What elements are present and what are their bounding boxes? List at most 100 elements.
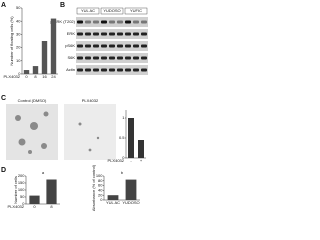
x-axis-label: PLX4032 <box>8 204 25 209</box>
y-tick-label: 150 <box>18 180 25 185</box>
blot-band <box>109 20 115 24</box>
y-tick-label: 100 <box>18 187 25 192</box>
blot-header <box>124 7 148 15</box>
x-tick-label: 8 <box>34 74 37 79</box>
blot-column-label: YUFIC <box>130 8 142 13</box>
colony-image <box>64 104 116 160</box>
blot-band <box>133 56 139 60</box>
blot-band <box>77 68 83 72</box>
colony-image <box>6 104 58 160</box>
blot-band <box>125 32 131 36</box>
y-tick-label: 20 <box>16 45 21 50</box>
y-axis-label: Number of floating cells (%) <box>9 16 14 66</box>
y-tick-label: 200 <box>18 173 25 178</box>
blot-row-label: p-ERK (T202) <box>50 19 75 24</box>
blot-band <box>93 56 99 60</box>
blot-band <box>141 20 147 24</box>
x-axis-label: PLX4032 <box>4 74 21 79</box>
blot-band <box>125 44 131 48</box>
blot-band <box>101 56 107 60</box>
panel-label: D <box>1 167 6 174</box>
x-tick-label: - <box>130 158 132 163</box>
blot-band <box>125 20 131 24</box>
blot-band <box>109 56 115 60</box>
blot-band <box>109 44 115 48</box>
x-axis-label: PLX4032 <box>108 158 125 163</box>
x-tick-label: 24 <box>51 74 56 79</box>
blot-band <box>85 32 91 36</box>
blot-band <box>141 44 147 48</box>
bar <box>138 140 144 158</box>
bar <box>107 195 119 200</box>
bar <box>50 18 57 75</box>
chart-subtitle: a <box>42 170 45 175</box>
colonies <box>15 111 100 154</box>
chart-subtitle: b <box>121 170 124 175</box>
blot-band <box>125 68 131 72</box>
y-tick-label: 80 <box>98 178 103 183</box>
blot-band <box>141 56 147 60</box>
blot-band <box>77 20 83 24</box>
blot-band <box>101 32 107 36</box>
blot-band <box>141 68 147 72</box>
figure: A B C D Control (DMSO) PLX4032 YUL AC YUD… <box>1 2 148 211</box>
blot-band <box>117 32 123 36</box>
x-tick-label: YUL AC <box>106 200 120 205</box>
blot-band <box>117 68 123 72</box>
bar <box>29 195 40 204</box>
bar <box>125 179 137 200</box>
y-axis-label: Absorbance (% of control) <box>91 164 96 211</box>
y-tick-label: 1 <box>122 115 125 120</box>
blot-band <box>101 20 107 24</box>
x-tick-label: + <box>140 158 143 163</box>
blot-band <box>109 32 115 36</box>
colony-label: PLX4032 <box>82 98 99 103</box>
x-tick-label: 0 <box>33 204 36 209</box>
blot-band <box>85 20 91 24</box>
blot-band <box>125 56 131 60</box>
y-tick-label: 40 <box>98 187 103 192</box>
bar <box>41 41 48 74</box>
blot-band <box>101 68 107 72</box>
blot-band <box>133 20 139 24</box>
panel-label: C <box>1 95 6 102</box>
blot-header <box>76 7 100 15</box>
bar <box>128 118 134 158</box>
blot-band <box>117 20 123 24</box>
blot-band <box>117 56 123 60</box>
blot-band <box>109 68 115 72</box>
x-tick-label: 8 <box>50 204 53 209</box>
blot-band <box>117 44 123 48</box>
y-tick-label: 30 <box>16 31 21 36</box>
blot-band <box>93 44 99 48</box>
blot-band <box>141 32 147 36</box>
y-tick-label: 50 <box>16 5 21 10</box>
blot-row-label: pS6K <box>65 43 75 48</box>
blot-band <box>77 56 83 60</box>
x-tick-label: 0 <box>25 74 28 79</box>
blot-band <box>101 44 107 48</box>
panel-label: B <box>60 2 65 9</box>
blot-row-label: ERK <box>67 31 76 36</box>
bar <box>32 66 39 74</box>
blot-header <box>100 7 124 15</box>
blot-band <box>85 68 91 72</box>
colony-label: Control (DMSO) <box>18 98 47 103</box>
bar <box>46 179 57 204</box>
blot-band <box>85 44 91 48</box>
x-tick-label: 16 <box>42 74 47 79</box>
blot-band <box>93 32 99 36</box>
blot-band <box>93 68 99 72</box>
y-tick-label: 0.5 <box>119 135 125 140</box>
blot-band <box>93 20 99 24</box>
blot-row-label: Actin <box>66 67 75 72</box>
blot-band <box>77 44 83 48</box>
y-tick-label: 10 <box>16 58 21 63</box>
blot-column-label: YUL AC <box>81 8 95 13</box>
y-tick-label: 0 <box>22 201 25 206</box>
bar <box>23 70 30 74</box>
x-tick-label: YUDOSO <box>122 200 139 205</box>
y-tick-label: 50 <box>20 194 25 199</box>
blot-band <box>85 56 91 60</box>
blot-column-label: YUDOSO <box>103 8 120 13</box>
